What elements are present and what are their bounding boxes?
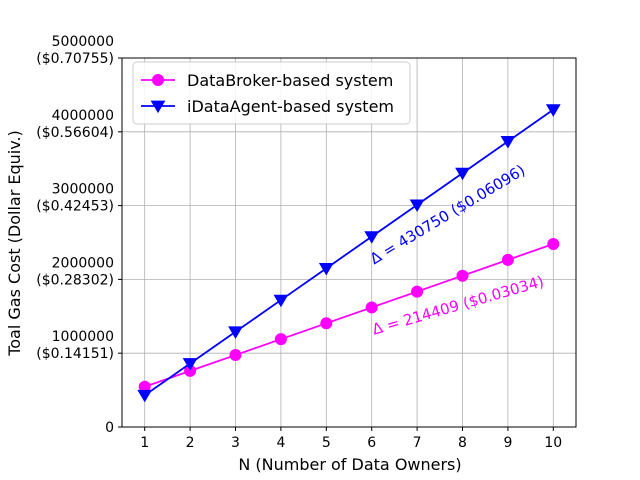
y-axis-label: Toal Gas Cost (Dollar Equiv.) [5,130,24,357]
y-tick-label: 4000000 ($0.56604) [36,108,114,141]
data-point [228,326,243,339]
legend: DataBroker-based system iDataAgent-based … [132,61,411,125]
x-tick-label: 3 [231,435,240,451]
x-tick-label: 7 [413,435,422,451]
legend-item: DataBroker-based system [141,71,393,90]
plot-frame [121,57,577,428]
annotations: Δ = 430750 ($0.06096)Δ = 214409 ($0.0303… [367,161,546,338]
y-tick-label: 1000000 ($0.14151) [36,329,114,362]
data-point [182,358,198,371]
data-point [500,136,516,149]
series-line [144,243,554,388]
y-tick-label: 0 [105,420,114,436]
data-point [456,269,469,282]
data-point [547,237,560,250]
x-tick-label: 8 [458,435,467,451]
legend-box [132,61,411,125]
delta-annotation: Δ = 214409 ($0.03034) [370,272,546,338]
y-tick-label: 2000000 ($0.28302) [36,255,114,288]
legend-items: DataBroker-based system iDataAgent-based … [141,71,394,116]
x-axis-label: N (Number of Data Owners) [238,455,461,474]
data-point [320,317,333,330]
series-layer [137,104,561,403]
data-point [273,294,289,308]
x-tick-label: 1 [140,435,149,451]
x-tick-label: 4 [276,435,285,451]
data-point [411,285,424,298]
y-tick-label: 3000000 ($0.42453) [36,182,114,215]
legend-marker [152,74,164,86]
data-point [409,199,425,213]
x-tick-label: 9 [503,435,512,451]
legend-marker [150,100,166,114]
data-point [274,333,287,346]
y-axis-ticks: 0 1000000 ($0.14151) 2000000 ($0.28302) 30000… [36,34,122,436]
x-tick-label: 6 [367,435,376,451]
delta-annotation: Δ = 430750 ($0.06096) [367,161,529,268]
data-point [364,231,380,244]
x-axis-ticks: 1 2 3 4 5 6 7 8 9 10 [140,427,562,451]
series-line [144,108,554,397]
series-databroker [138,237,560,393]
x-tick-label: 10 [544,435,562,451]
y-tick-label: 5000000 ($0.70755) [36,34,114,67]
data-point [137,389,153,403]
x-tick-label: 2 [186,435,195,451]
data-point [501,253,514,266]
legend-label: iDataAgent-based system [187,97,394,116]
data-point [455,167,470,181]
data-point [318,262,334,276]
legend-item: iDataAgent-based system [141,97,394,116]
series-idataagent [137,104,561,403]
data-point [365,301,378,314]
data-point [545,104,561,117]
legend-label: DataBroker-based system [187,71,393,90]
data-point [229,349,242,362]
x-tick-label: 5 [322,435,331,451]
